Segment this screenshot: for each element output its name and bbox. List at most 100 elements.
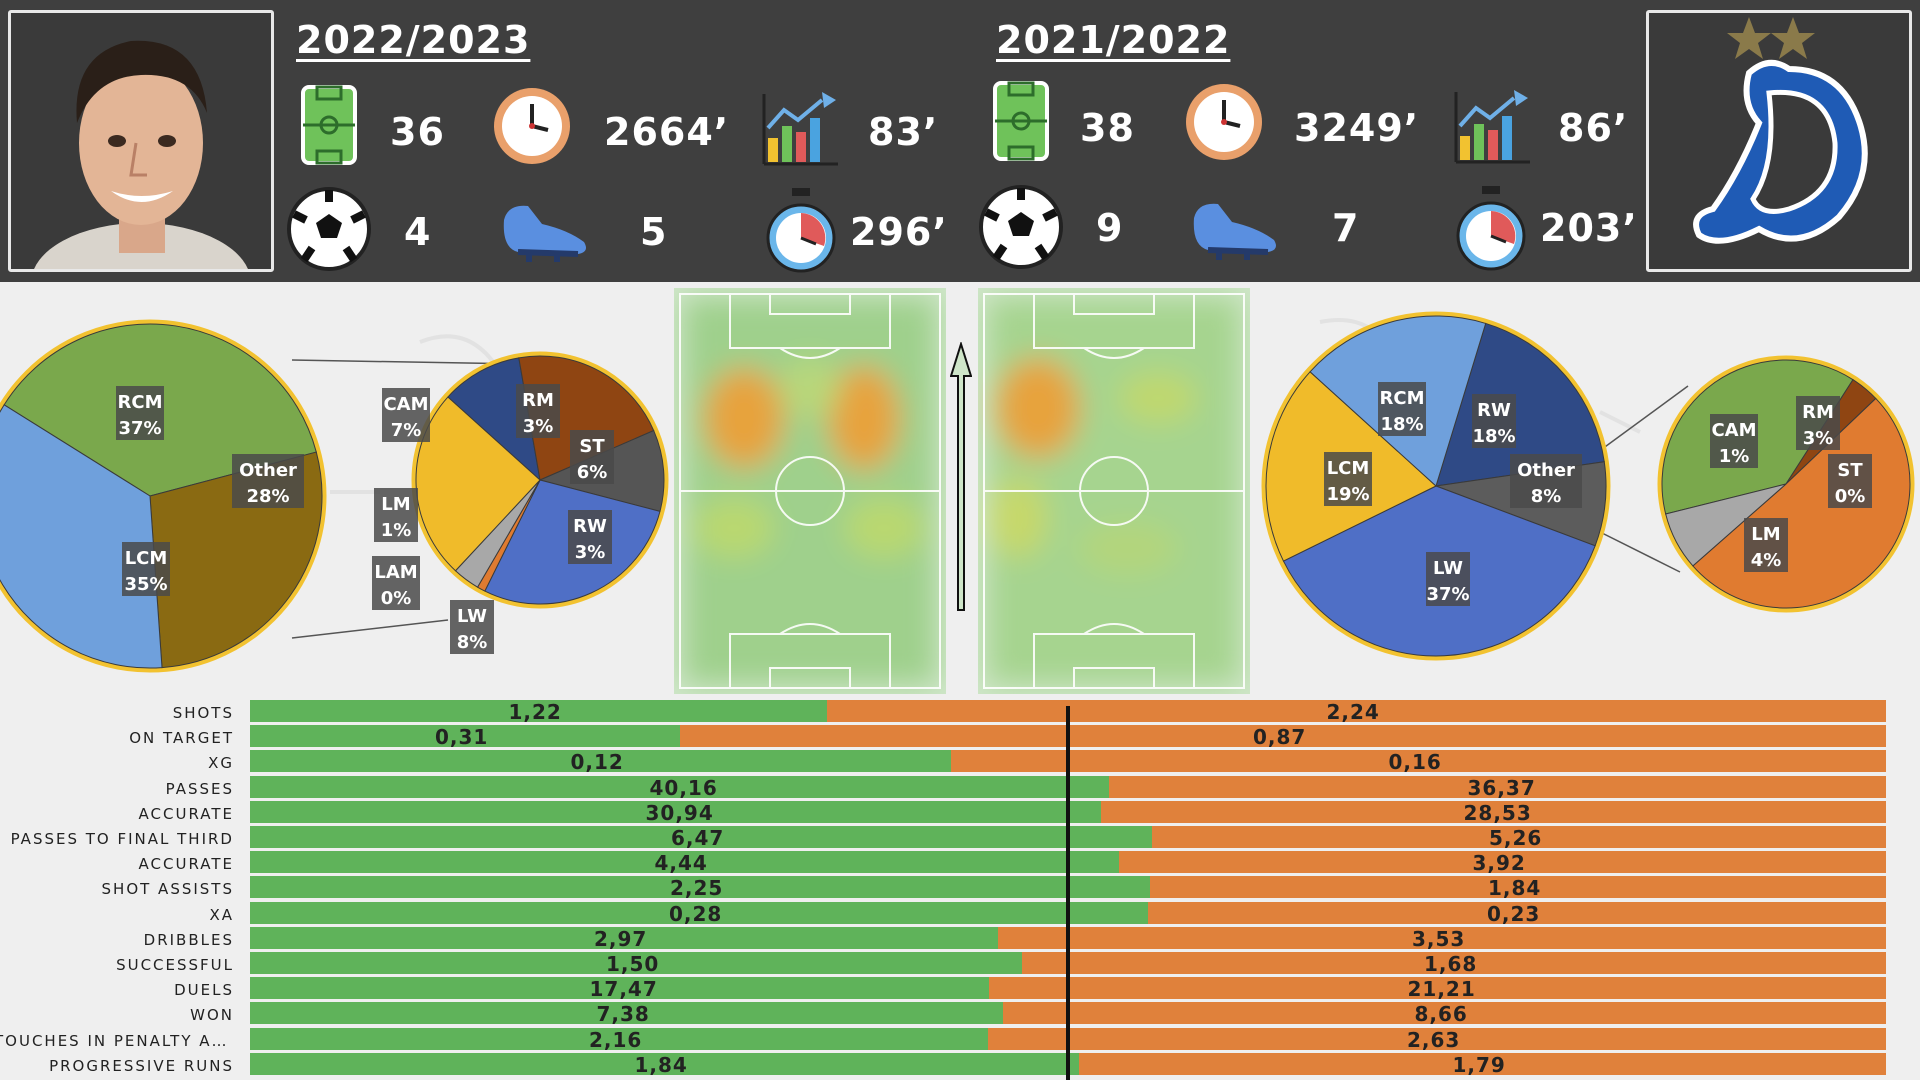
bar-row: DRIBBLES 2,97 3,53 — [0, 926, 1920, 951]
pie-label-other: Other 8% — [1510, 454, 1582, 508]
bar-value-current: 6,47 — [671, 826, 725, 850]
stats-header: 2022/2023 36 2664’ 83’ 4 5 — [0, 0, 1920, 282]
pie-label-name: CAM — [383, 394, 428, 415]
pie-label-name: RW — [573, 516, 607, 537]
player-photo — [11, 13, 271, 269]
bar-current-season — [250, 700, 827, 722]
bar-row: ON TARGET 0,31 0,87 — [0, 725, 1920, 749]
bar-category-label: SHOTS — [172, 704, 234, 722]
pie-ring — [411, 351, 669, 609]
bar-value-previous: 0,23 — [1487, 901, 1541, 926]
pie-label-lcm: LCM 19% — [1324, 452, 1372, 506]
bar-value-current: 0,28 — [669, 901, 723, 926]
pie-label-st: ST 6% — [570, 430, 614, 484]
bar-current-season — [250, 826, 1152, 848]
bar-value-previous: 1,68 — [1424, 952, 1478, 976]
bar-category-label: ON TARGET — [129, 729, 234, 748]
bar-category-label: XA — [209, 905, 234, 924]
pie-label-name: RM — [522, 390, 554, 411]
season-title-previous: 2021/2022 — [996, 18, 1231, 62]
player-photo-frame — [8, 10, 274, 272]
boot-icon — [1193, 203, 1276, 260]
bar-row: ACCURATE 4,44 3,92 — [0, 851, 1920, 876]
pie-label-name: LW — [1433, 558, 1463, 579]
bar-value-previous: 28,53 — [1463, 800, 1532, 825]
heatmap-pitch-previous — [978, 288, 1250, 694]
goals-value-previous: 9 — [1096, 206, 1124, 250]
bar-value-previous: 5,26 — [1489, 826, 1543, 850]
bar-track: 0,31 0,87 — [250, 725, 1886, 749]
bar-value-previous: 1,79 — [1452, 1052, 1506, 1077]
bar-value-current: 40,16 — [649, 775, 718, 800]
pie-label-pct: 8% — [457, 632, 488, 653]
bar-value-previous: 36,37 — [1467, 775, 1536, 800]
pie-label-pct: 28% — [246, 486, 289, 507]
pie-label-name: CAM — [1711, 420, 1756, 441]
pie-label-pct: 4% — [1751, 550, 1782, 571]
bar-previous-season — [951, 750, 1886, 773]
bar-row: SHOT ASSISTS 2,25 1,84 — [0, 876, 1920, 901]
stopwatch-icon — [766, 188, 836, 273]
bar-current-season — [250, 851, 1119, 874]
bar-row: XA 0,28 0,23 — [0, 901, 1920, 926]
bar-value-current: 4,44 — [654, 851, 708, 876]
assists-value: 5 — [640, 210, 668, 254]
minutes-per-match-value: 83’ — [868, 110, 939, 154]
bar-category-label: ACCURATE — [138, 855, 234, 874]
matches-value: 36 — [390, 110, 445, 154]
bar-category-label: DUELS — [174, 981, 234, 1000]
pie-label-name: ST — [1837, 460, 1863, 481]
pie-label-pct: 3% — [1803, 428, 1834, 449]
bar-value-current: 0,12 — [570, 750, 624, 775]
heatmap-pitch-current — [674, 288, 946, 694]
pie-label-lm: LM 4% — [1744, 518, 1788, 572]
minutes-value-previous: 3249’ — [1294, 106, 1420, 150]
minutes-per-contribution-value-previous: 203’ — [1540, 206, 1638, 250]
bar-previous-season — [988, 1027, 1886, 1050]
pie-label-rcm: RCM 18% — [1378, 382, 1426, 436]
bar-track: 1,50 1,68 — [250, 952, 1886, 976]
pie-label-name: RCM — [1380, 388, 1425, 409]
bar-track: 4,44 3,92 — [250, 851, 1886, 876]
bar-value-current: 2,25 — [670, 876, 724, 901]
club-crest-frame — [1646, 10, 1912, 272]
pie-label-pct: 1% — [1719, 446, 1750, 467]
bar-row: SHOTS 1,22 2,24 — [0, 700, 1920, 724]
bar-midline — [1066, 706, 1070, 1080]
bar-category-label: SHOT ASSISTS — [101, 880, 234, 899]
bar-previous-season — [1152, 826, 1886, 848]
pitch-icon — [993, 81, 1049, 161]
pie-label-lm: LM 1% — [374, 488, 418, 542]
pie-slice-lcm — [0, 404, 163, 669]
pie-label-st: ST 0% — [1828, 454, 1872, 508]
bar-row: DUELS 17,47 21,21 — [0, 977, 1920, 1001]
bar-category-label: ACCURATE — [138, 804, 234, 823]
bar-track: 1,22 2,24 — [250, 700, 1886, 724]
bar-row: PASSES 40,16 36,37 — [0, 775, 1920, 800]
bar-value-previous: 8,66 — [1414, 1002, 1468, 1027]
bar-current-season — [250, 775, 1109, 798]
bar-current-season — [250, 901, 1148, 924]
bar-current-season — [250, 952, 1022, 974]
bar-track: 2,25 1,84 — [250, 876, 1886, 901]
bar-current-season — [250, 1052, 1079, 1075]
minutes-value: 2664’ — [604, 110, 730, 154]
bar-track: 17,47 21,21 — [250, 977, 1886, 1001]
bar-current-season — [250, 750, 951, 773]
pie-label-pct: 37% — [1426, 584, 1469, 605]
bar-previous-season — [1022, 952, 1886, 974]
pie-label-rcm: RCM 37% — [116, 386, 164, 440]
per-90-comparison-bars: SHOTS 1,22 2,24 ON TARGET 0,31 0,87 XG 0,12 0,16… — [0, 698, 1920, 1080]
bar-value-previous: 3,92 — [1472, 851, 1526, 876]
bar-current-season — [250, 1027, 988, 1050]
clock-icon — [1186, 84, 1262, 160]
bar-track: 30,94 28,53 — [250, 800, 1886, 825]
bar-row: PASSES TO FINAL THIRD 6,47 5,26 — [0, 826, 1920, 850]
pie-label-lw: LW 8% — [450, 600, 494, 654]
pie-slice-cam — [415, 396, 541, 572]
bar-current-season — [250, 1002, 1003, 1025]
ball-icon — [287, 187, 371, 271]
bar-value-previous: 3,53 — [1412, 926, 1466, 951]
bar-previous-season — [680, 725, 1886, 748]
bar-previous-season — [1109, 775, 1886, 798]
